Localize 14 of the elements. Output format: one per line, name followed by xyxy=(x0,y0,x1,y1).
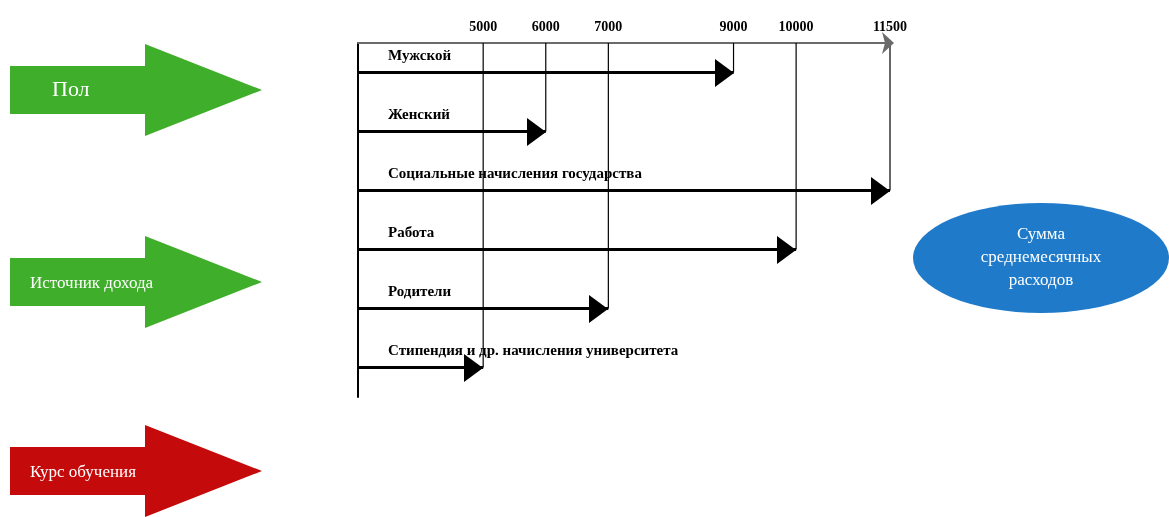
y-tick-label: Мужской xyxy=(388,47,452,63)
arrow-shape: Источник дохода xyxy=(10,236,262,328)
x-tick-label: 6000 xyxy=(531,18,560,34)
y-tick-label: Родители xyxy=(388,283,452,299)
ellipse-shape: Сумма среднемесячных расходов xyxy=(912,202,1169,314)
y-tick-label: Женский xyxy=(388,106,451,122)
x-tick-label: 5000 xyxy=(469,18,498,34)
x-tick-label: 7000 xyxy=(594,18,623,34)
x-tick-label: 11500 xyxy=(872,18,908,34)
y-tick-label: Работа xyxy=(388,224,435,240)
arrow-shape: Пол xyxy=(10,44,262,136)
x-tick-label: 10000 xyxy=(778,18,814,34)
arrow-shape: Курс обучения xyxy=(10,425,262,517)
x-tick-label: 9000 xyxy=(719,18,748,34)
